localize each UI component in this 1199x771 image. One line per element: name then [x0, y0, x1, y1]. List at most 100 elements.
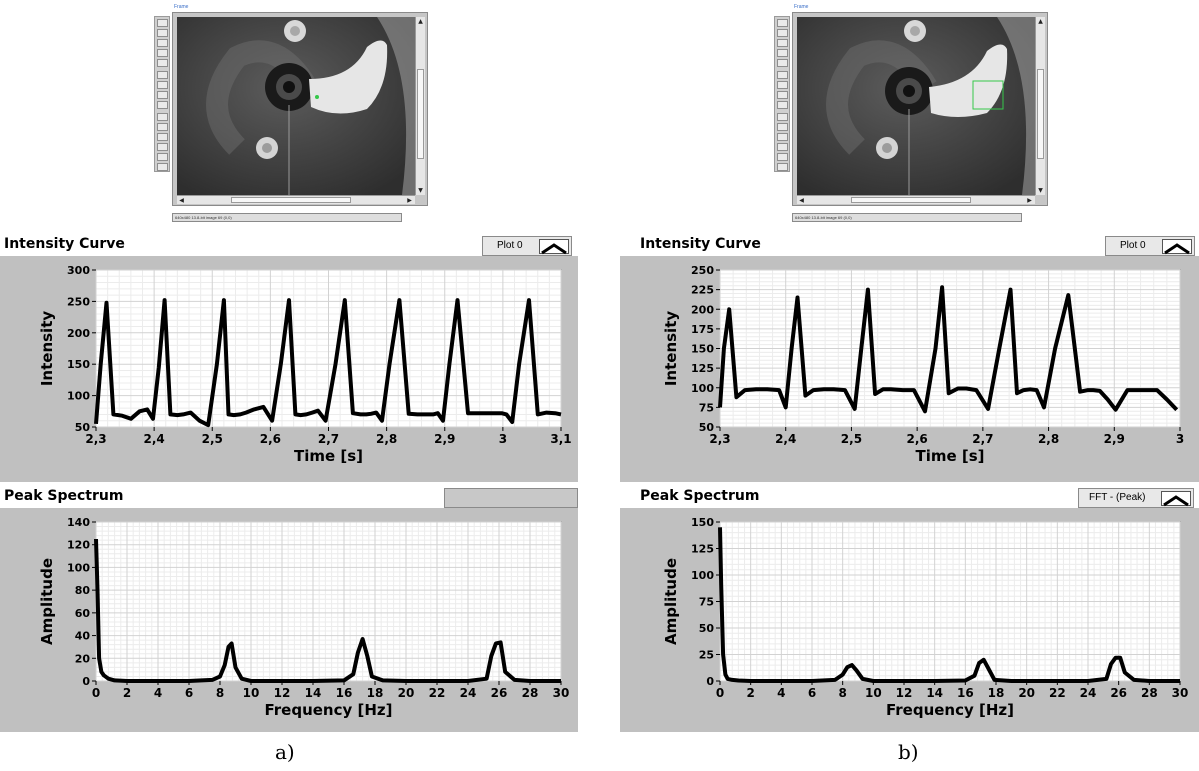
x-tick-label: 2,3 — [709, 432, 730, 446]
polyline-tool-icon[interactable] — [777, 133, 788, 141]
image-display[interactable]: ▲ ▼ ◀ ▶ — [792, 12, 1048, 206]
polygon-tool-icon[interactable] — [157, 113, 168, 121]
rectangle-tool-icon[interactable] — [777, 71, 788, 79]
image-status-bar: 640x480 13.8-bit image 69 (0,0) — [172, 213, 402, 222]
x-tick-label: 3 — [499, 432, 507, 446]
legend-label: Plot 0 — [497, 240, 523, 251]
zoom-out-tool-icon[interactable] — [157, 163, 168, 171]
x-tick-label: 16 — [336, 686, 353, 700]
x-tick-label: 0 — [92, 686, 100, 700]
polygon-tool-icon[interactable] — [777, 113, 788, 121]
camera-image — [797, 17, 1035, 195]
x-tick-label: 2,4 — [775, 432, 796, 446]
freeline-tool-icon[interactable] — [157, 153, 168, 161]
panel-b: Frame — [620, 0, 1199, 771]
vertical-scrollbar[interactable]: ▲ ▼ — [1035, 17, 1045, 195]
y-tick-label: 175 — [691, 323, 714, 336]
point-tool-icon[interactable] — [157, 49, 168, 57]
pointer-tool-icon[interactable] — [157, 29, 168, 37]
plot-legend[interactable]: Plot 0 — [482, 236, 572, 256]
intensity-title-bar — [0, 232, 578, 256]
image-status-bar: 640x480 13.8-bit image 69 (0,0) — [792, 213, 1022, 222]
polyline-tool-icon[interactable] — [157, 133, 168, 141]
annulus-tool-icon[interactable] — [157, 101, 168, 109]
oval-tool-icon[interactable] — [157, 91, 168, 99]
scroll-right-icon[interactable]: ▶ — [1027, 197, 1032, 204]
image-display[interactable]: ▲ ▼ ◀ ▶ — [172, 12, 428, 206]
zoom-tool-icon[interactable] — [157, 19, 168, 27]
spectrum-graph-title: Peak Spectrum — [640, 488, 760, 504]
plot-legend[interactable]: FFT - (Peak) — [1078, 488, 1194, 508]
line-tool-icon[interactable] — [777, 59, 788, 67]
y-tick-label: 125 — [691, 543, 714, 556]
x-axis-label: Frequency [Hz] — [886, 701, 1014, 719]
pan-tool-icon[interactable] — [157, 39, 168, 47]
rectangle-tool-icon[interactable] — [157, 71, 168, 79]
caption-a: a) — [275, 740, 295, 764]
annulus-tool-icon[interactable] — [777, 101, 788, 109]
camera-image — [177, 17, 415, 195]
scroll-down-icon[interactable]: ▼ — [1038, 187, 1043, 194]
horizontal-scroll-thumb[interactable] — [851, 197, 971, 203]
horizontal-scrollbar[interactable]: ◀ ▶ — [797, 195, 1035, 204]
horizontal-scrollbar[interactable]: ◀ ▶ — [177, 195, 415, 204]
x-tick-label: 28 — [1141, 686, 1158, 700]
caption-b: b) — [898, 740, 919, 764]
y-tick-label: 150 — [691, 516, 714, 529]
x-tick-label: 22 — [429, 686, 446, 700]
series-line — [718, 285, 1179, 414]
scroll-down-icon[interactable]: ▼ — [418, 187, 423, 194]
broken-line-tool-icon[interactable] — [157, 143, 168, 151]
zoom-tool-icon[interactable] — [777, 19, 788, 27]
x-tick-label: 2 — [123, 686, 131, 700]
y-axis-label: Intensity — [662, 311, 680, 387]
freehand-tool-icon[interactable] — [777, 123, 788, 131]
point-tool-icon[interactable] — [777, 49, 788, 57]
camera-image-svg — [177, 17, 415, 195]
freeline-tool-icon[interactable] — [777, 153, 788, 161]
freehand-tool-icon[interactable] — [157, 123, 168, 131]
x-tick-label: 26 — [491, 686, 508, 700]
x-tick-label: 3,1 — [550, 432, 571, 446]
rotated-rectangle-tool-icon[interactable] — [157, 81, 168, 89]
vertical-scrollbar[interactable]: ▲ ▼ — [415, 17, 425, 195]
legend-label: Plot 0 — [1120, 240, 1146, 251]
plot-legend[interactable]: Plot 0 — [1105, 236, 1195, 256]
x-tick-label: 2,7 — [972, 432, 993, 446]
x-tick-label: 16 — [957, 686, 974, 700]
scroll-up-icon[interactable]: ▲ — [1038, 18, 1043, 25]
x-tick-label: 10 — [243, 686, 260, 700]
x-tick-label: 2,6 — [260, 432, 281, 446]
scroll-right-icon[interactable]: ▶ — [407, 197, 412, 204]
horizontal-scroll-thumb[interactable] — [231, 197, 351, 203]
pointer-tool-icon[interactable] — [777, 29, 788, 37]
oval-tool-icon[interactable] — [777, 91, 788, 99]
broken-line-tool-icon[interactable] — [777, 143, 788, 151]
x-tick-label: 28 — [522, 686, 539, 700]
y-axis-label: Amplitude — [662, 558, 680, 645]
panel-a: Frame — [0, 0, 580, 771]
y-tick-label: 100 — [691, 569, 714, 582]
spectrum-plot: 0 2 4 6 8 10 12 14 16 18 20 22 24 26 28 300204060801001… — [38, 516, 570, 719]
x-tick-label: 30 — [553, 686, 570, 700]
x-tick-label: 2,5 — [841, 432, 862, 446]
x-tick-label: 12 — [896, 686, 913, 700]
zoom-out-tool-icon[interactable] — [777, 163, 788, 171]
x-tick-label: 18 — [367, 686, 384, 700]
pan-tool-icon[interactable] — [777, 39, 788, 47]
scroll-left-icon[interactable]: ◀ — [179, 197, 184, 204]
rotated-rectangle-tool-icon[interactable] — [777, 81, 788, 89]
scroll-left-icon[interactable]: ◀ — [799, 197, 804, 204]
vertical-scroll-thumb[interactable] — [1037, 69, 1044, 159]
legend-line-icon — [1162, 239, 1192, 255]
legend-line-svg — [1164, 243, 1190, 255]
x-tick-label: 2,4 — [143, 432, 164, 446]
line-tool-icon[interactable] — [157, 59, 168, 67]
spectrum-legend-empty[interactable] — [444, 488, 578, 508]
scroll-up-icon[interactable]: ▲ — [418, 18, 423, 25]
y-tick-label: 150 — [67, 358, 90, 371]
vertical-scroll-thumb[interactable] — [417, 69, 424, 159]
intensity-graph-title: Intensity Curve — [4, 236, 125, 252]
plot-area — [95, 521, 562, 682]
y-tick-label: 100 — [67, 390, 90, 403]
